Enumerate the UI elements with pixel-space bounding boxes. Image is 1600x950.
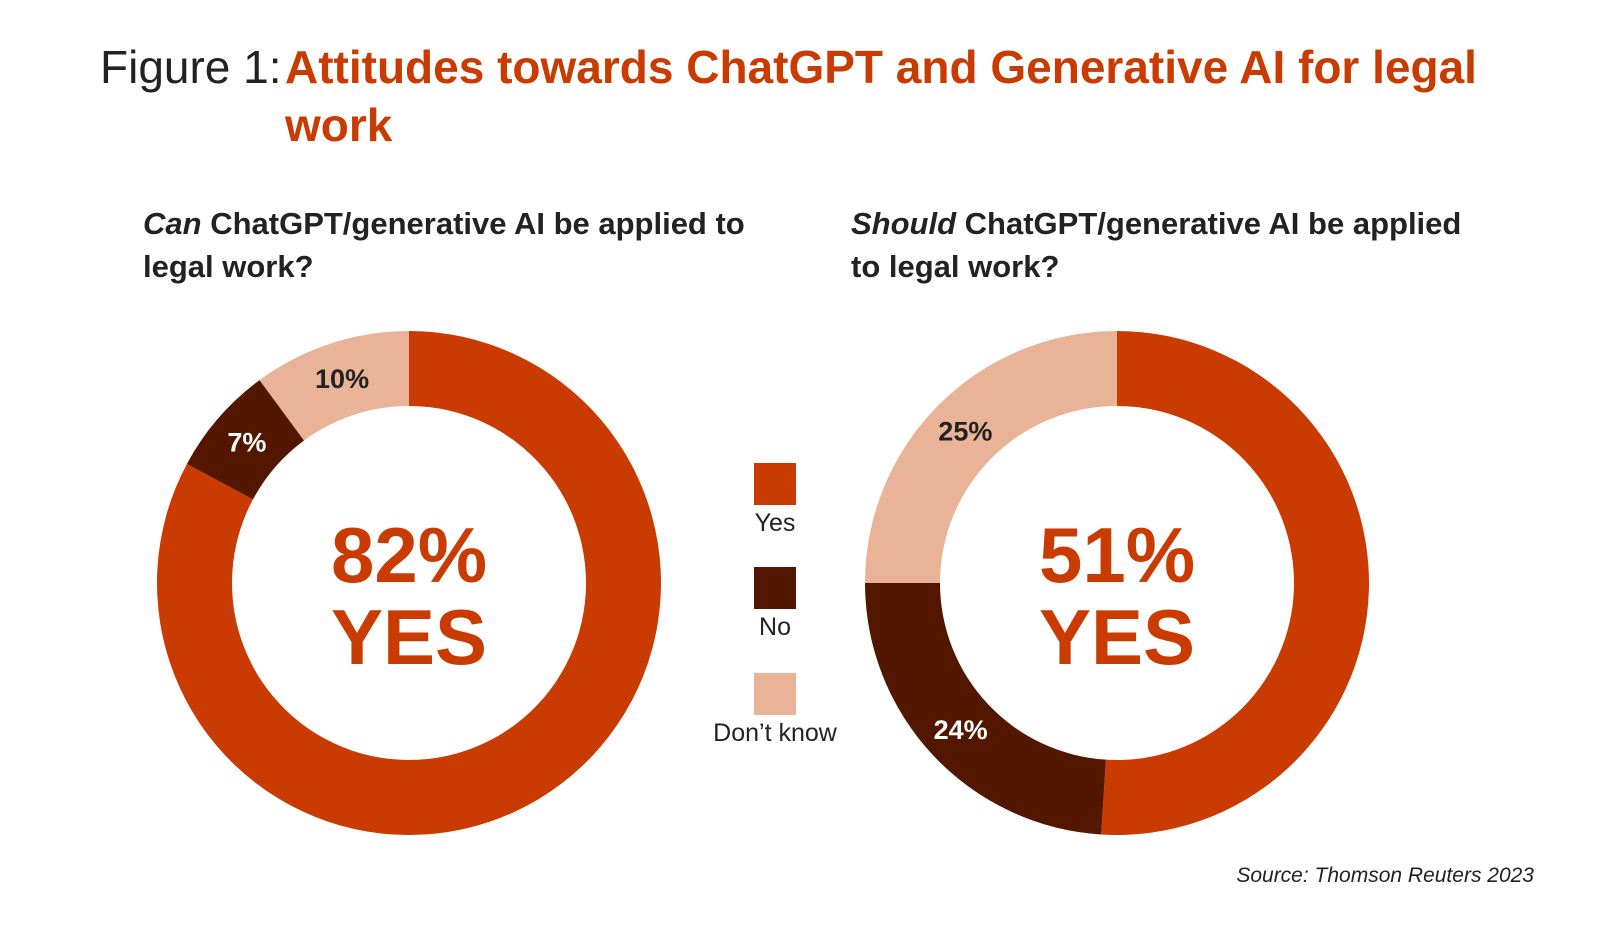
slice-label-no: 7% (227, 428, 266, 458)
figure-main-title: Attitudes towards ChatGPT and Generative… (285, 41, 1477, 151)
source-note: Source: Thomson Reuters 2023 (1236, 864, 1534, 887)
slice-label-dont-know: 25% (938, 416, 992, 446)
legend-swatch-no (754, 567, 796, 609)
legend-label-yes: Yes (754, 509, 796, 537)
legend-swatch-yes (754, 463, 796, 505)
donut-slice-dont-know (865, 331, 1117, 583)
subtitle-text: ChatGPT/generative AI be applied to lega… (143, 206, 745, 284)
donut-slice-yes (1101, 331, 1370, 835)
slice-label-no: 24% (934, 715, 988, 745)
legend-item-dont-know: Don’t know (690, 673, 860, 748)
legend-item-yes: Yes (690, 463, 860, 538)
chart-subtitle-should: Should ChatGPT/generative AI be applied … (851, 202, 1471, 288)
legend-swatch-dont-know (754, 673, 796, 715)
subtitle-text: ChatGPT/generative AI be applied to lega… (851, 206, 1462, 284)
legend-label-dont-know: Don’t know (713, 719, 837, 747)
donut-slice-dont-know (259, 331, 409, 441)
subtitle-emphasis: Should (851, 206, 957, 241)
chart-subtitle-can: Can ChatGPT/generative AI be applied to … (143, 202, 763, 288)
donut-chart-should: 24% 25% 51%YES (865, 331, 1370, 835)
legend-item-no: No (690, 567, 860, 642)
legend-label-no: No (759, 613, 791, 641)
donut-slice-yes (156, 331, 661, 835)
center-value: 82% (331, 511, 487, 599)
donut-slice-no (186, 380, 305, 500)
subtitle-emphasis: Can (143, 206, 202, 241)
figure-prefix: Figure 1: (100, 41, 282, 93)
center-value: 51% (1039, 511, 1195, 599)
slice-label-dont-know: 10% (315, 364, 369, 394)
center-label: YES (1039, 593, 1195, 681)
donut-chart-can: 7% 10% 82%YES (156, 331, 661, 835)
center-label: YES (331, 593, 487, 681)
donut-slice-no (865, 583, 1106, 835)
